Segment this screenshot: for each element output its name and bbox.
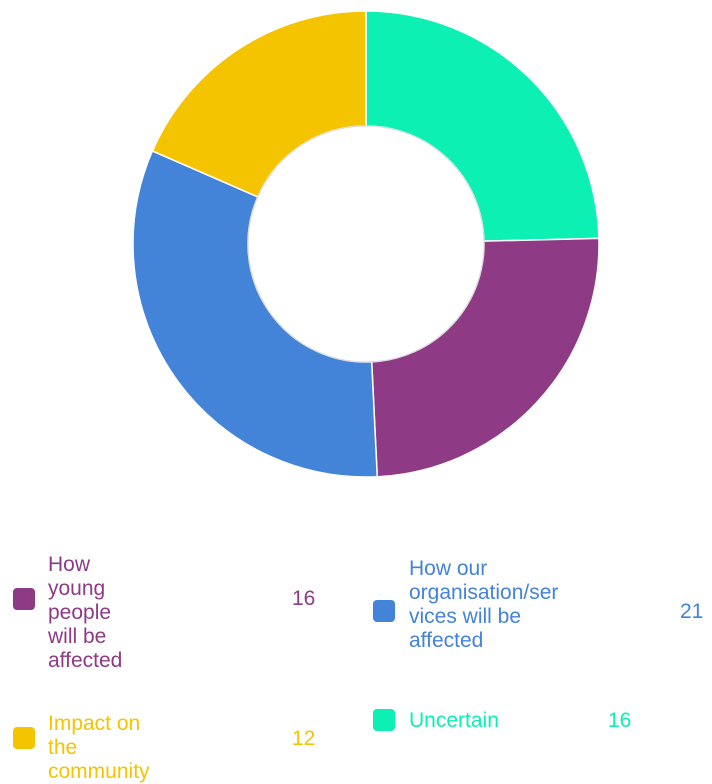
legend-value-community: 12	[292, 727, 316, 750]
legend-label-organisation: How our organisation/ser vices will be a…	[409, 557, 559, 652]
legend-value-uncertain: 16	[608, 709, 632, 732]
donut-hole	[247, 125, 485, 363]
legend-label-uncertain: Uncertain	[409, 709, 499, 732]
legend-label-young-people: How young people will be affected	[48, 553, 123, 672]
donut-chart	[132, 10, 600, 478]
legend-value-organisation: 21	[680, 600, 704, 623]
legend-swatch-uncertain	[373, 709, 395, 731]
legend-label-community: Impact on the community	[48, 712, 150, 783]
legend-swatch-young-people	[13, 588, 35, 610]
legend-value-young-people: 16	[292, 587, 316, 610]
legend-swatch-organisation	[373, 600, 395, 622]
legend-swatch-community	[13, 727, 35, 749]
